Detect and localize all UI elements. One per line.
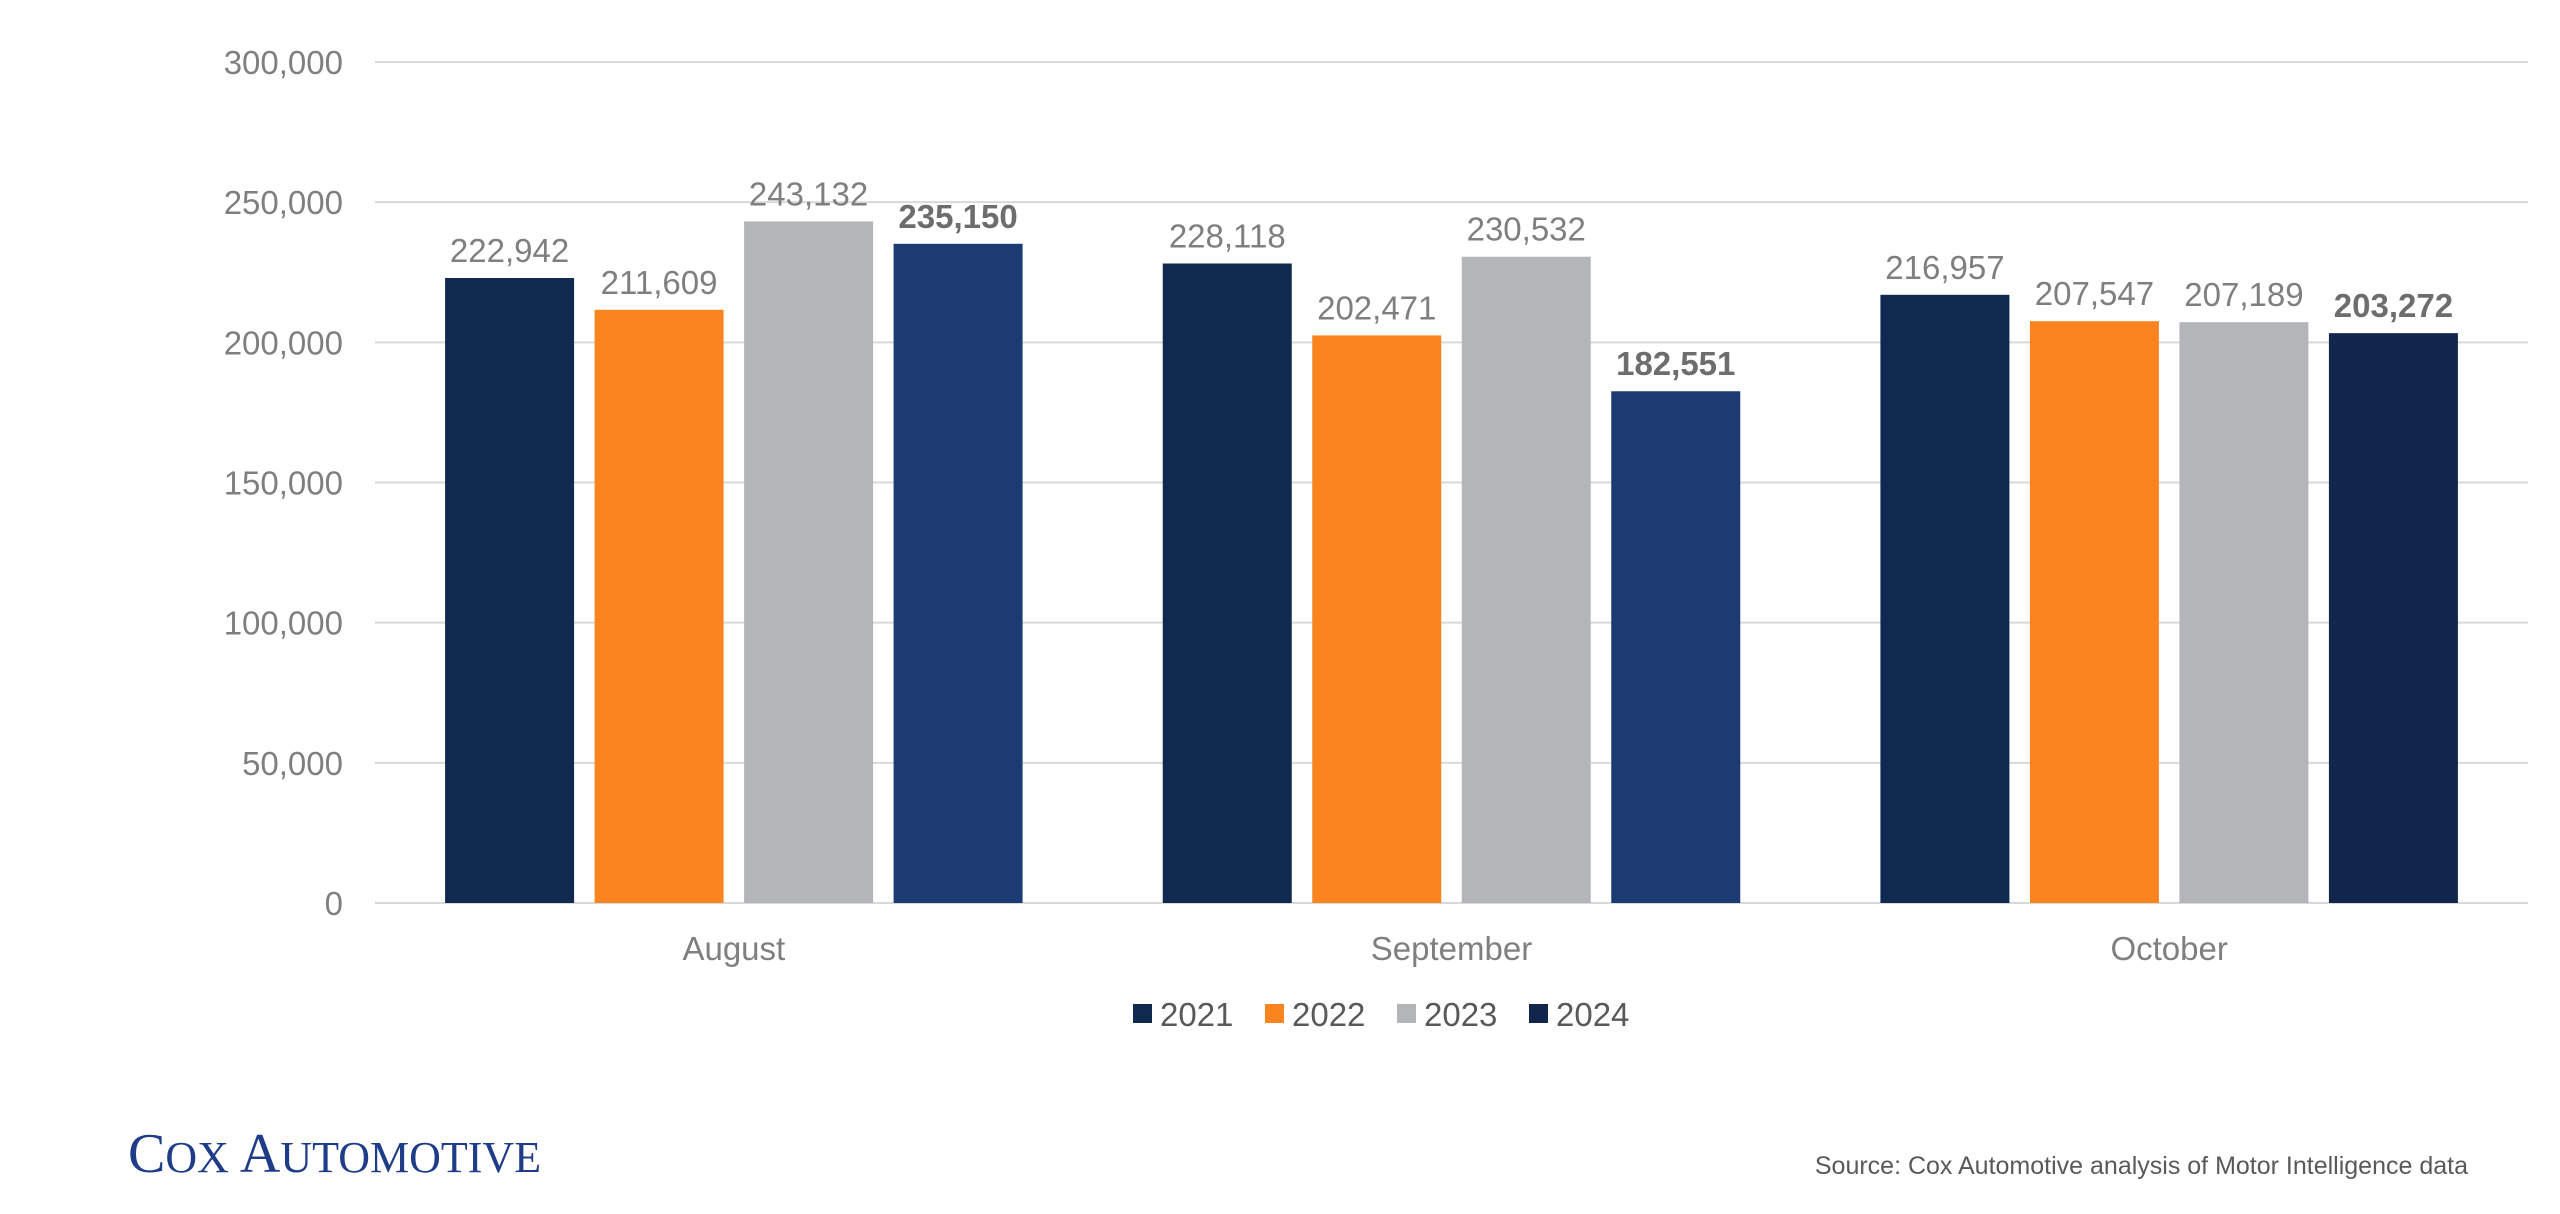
bar-september-2024 bbox=[1611, 391, 1741, 903]
bar-august-2022 bbox=[594, 309, 724, 903]
legend-swatch bbox=[1397, 1004, 1416, 1023]
cox-automotive-logo: COX AUTOMOTIVE bbox=[128, 1123, 542, 1185]
legend-swatch bbox=[1529, 1004, 1548, 1023]
source-note: Source: Cox Automotive analysis of Motor… bbox=[1814, 1152, 2468, 1180]
legend-item-2023: 2023 bbox=[1397, 996, 1497, 1033]
bar-october-2024 bbox=[2328, 333, 2458, 903]
y-tick-label: 300,000 bbox=[224, 44, 343, 81]
category-label: August bbox=[682, 930, 785, 967]
gridlines bbox=[375, 61, 2528, 904]
legend-item-2021: 2021 bbox=[1133, 996, 1233, 1033]
data-label: 207,547 bbox=[2035, 275, 2154, 312]
bar-october-2021 bbox=[1880, 294, 2010, 903]
data-label: 182,551 bbox=[1616, 345, 1735, 382]
data-labels: 222,942 211,609 243,132 235,150 228,118 202,4… bbox=[450, 175, 2453, 382]
bar-october-2023 bbox=[2179, 322, 2309, 903]
data-label: 202,471 bbox=[1317, 289, 1436, 326]
data-label: 230,532 bbox=[1467, 211, 1586, 248]
y-tick-label: 250,000 bbox=[224, 184, 343, 221]
data-label: 203,272 bbox=[2334, 287, 2453, 324]
legend-label: 2022 bbox=[1292, 996, 1365, 1033]
bar-september-2022 bbox=[1312, 335, 1442, 903]
y-tick-label: 200,000 bbox=[224, 324, 343, 361]
y-axis-ticks: 0 50,000 100,000 150,000 200,000 250,000 300,0… bbox=[224, 44, 343, 922]
y-tick-label: 100,000 bbox=[224, 605, 343, 642]
bars bbox=[445, 221, 2458, 904]
legend-item-2022: 2022 bbox=[1265, 996, 1365, 1033]
bar-october-2022 bbox=[2029, 321, 2159, 903]
legend-label: 2021 bbox=[1160, 996, 1233, 1033]
y-tick-label: 150,000 bbox=[224, 465, 343, 502]
legend-item-2024: 2024 bbox=[1529, 996, 1629, 1033]
bar-september-2021 bbox=[1162, 263, 1292, 903]
y-tick-label: 0 bbox=[325, 885, 343, 922]
bar-august-2023 bbox=[744, 221, 874, 904]
legend-swatch bbox=[1133, 1004, 1152, 1023]
legend-swatch bbox=[1265, 1004, 1284, 1023]
data-label: 228,118 bbox=[1169, 218, 1286, 255]
legend: 2021 2022 2023 2024 bbox=[1133, 996, 1629, 1033]
data-label: 216,957 bbox=[1885, 249, 2004, 286]
data-label: 235,150 bbox=[898, 198, 1017, 235]
legend-label: 2023 bbox=[1424, 996, 1497, 1033]
x-axis-categories: August September October bbox=[682, 930, 2227, 967]
y-tick-label: 50,000 bbox=[242, 745, 343, 782]
data-label: 243,132 bbox=[749, 175, 868, 212]
bar-september-2023 bbox=[1461, 256, 1591, 904]
legend-label: 2024 bbox=[1556, 996, 1629, 1033]
data-label: 207,189 bbox=[2184, 276, 2303, 313]
category-label: October bbox=[2110, 930, 2227, 967]
bar-august-2024 bbox=[893, 243, 1023, 904]
category-label: September bbox=[1371, 930, 1532, 967]
data-label: 222,942 bbox=[450, 232, 569, 269]
bar-august-2021 bbox=[445, 278, 575, 903]
data-label: 211,609 bbox=[601, 264, 718, 301]
